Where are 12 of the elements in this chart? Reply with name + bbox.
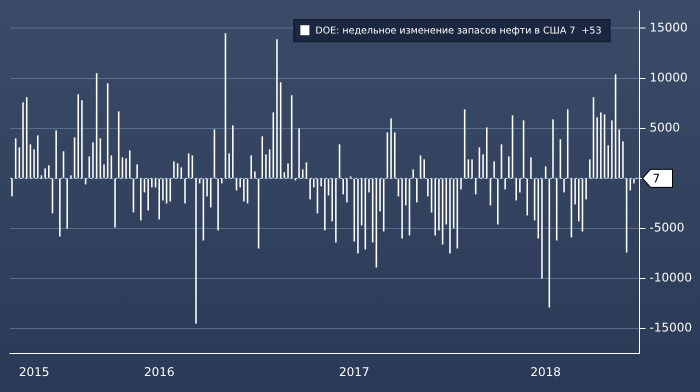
x-tick-label: 2018 <box>530 364 561 379</box>
ref-line-label: 7 <box>652 171 660 186</box>
legend-label: DOE: недельное изменение запасов нефти в США 7 +53 <box>315 26 602 37</box>
y-tick-label: -5000 <box>649 220 684 235</box>
y-tick-label: -15000 <box>649 320 692 335</box>
y-tick-label: 10000 <box>649 70 688 84</box>
y-tick-label: 5000 <box>649 120 680 134</box>
x-tick-label: 2017 <box>338 364 370 379</box>
x-tick-label: 2015 <box>18 364 50 379</box>
y-tick-label: 15000 <box>649 20 688 34</box>
y-tick-label: -10000 <box>649 270 692 285</box>
x-tick-label: 2016 <box>144 364 174 379</box>
